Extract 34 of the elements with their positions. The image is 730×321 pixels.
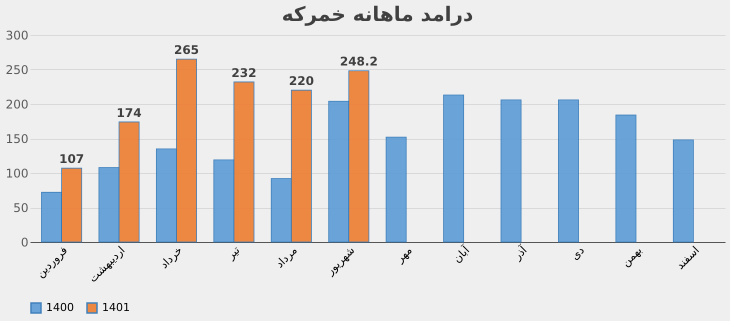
y-tick-label: 100 [6,166,28,180]
bar [386,136,407,242]
x-tick-label: بهمن [619,244,644,270]
x-tick-label: خرداد [158,244,185,272]
x-tick-label: مرداد [273,244,300,271]
y-tick-label: 0 [20,236,28,250]
data-label: 174 [116,106,142,120]
x-tick-label: تیر [224,244,242,262]
bar [672,139,694,242]
legend-label: 1400 [46,301,74,314]
y-tick-label: 300 [6,28,28,42]
x-tick-label: دی [568,244,588,263]
y-tick-label: 50 [13,201,28,215]
y-tick-label: 150 [6,132,28,146]
bar [558,99,579,242]
x-tick-label: اسفند [674,244,702,272]
data-label: 248.2 [340,54,378,69]
x-tick-label: مهر [392,244,415,266]
x-tick-label: آبان [450,242,473,266]
x-tick-label: فروردین [34,244,70,280]
x-tick-label: آذر [510,242,530,264]
legend-label: 1401 [102,301,130,314]
bar [443,94,464,242]
bar [500,99,522,242]
data-label: 265 [174,43,200,58]
x-tick-label: شهریور [323,244,358,278]
data-label: 232 [231,66,256,80]
data-label: 220 [288,74,314,88]
chart-title: درامد ماهانه خمرکه [282,2,474,26]
data-label: 107 [59,152,84,166]
x-tick-label: اردیبهشت [86,244,128,286]
bar [615,114,636,242]
y-tick-label: 200 [6,98,28,112]
y-tick-label: 250 [6,63,28,77]
